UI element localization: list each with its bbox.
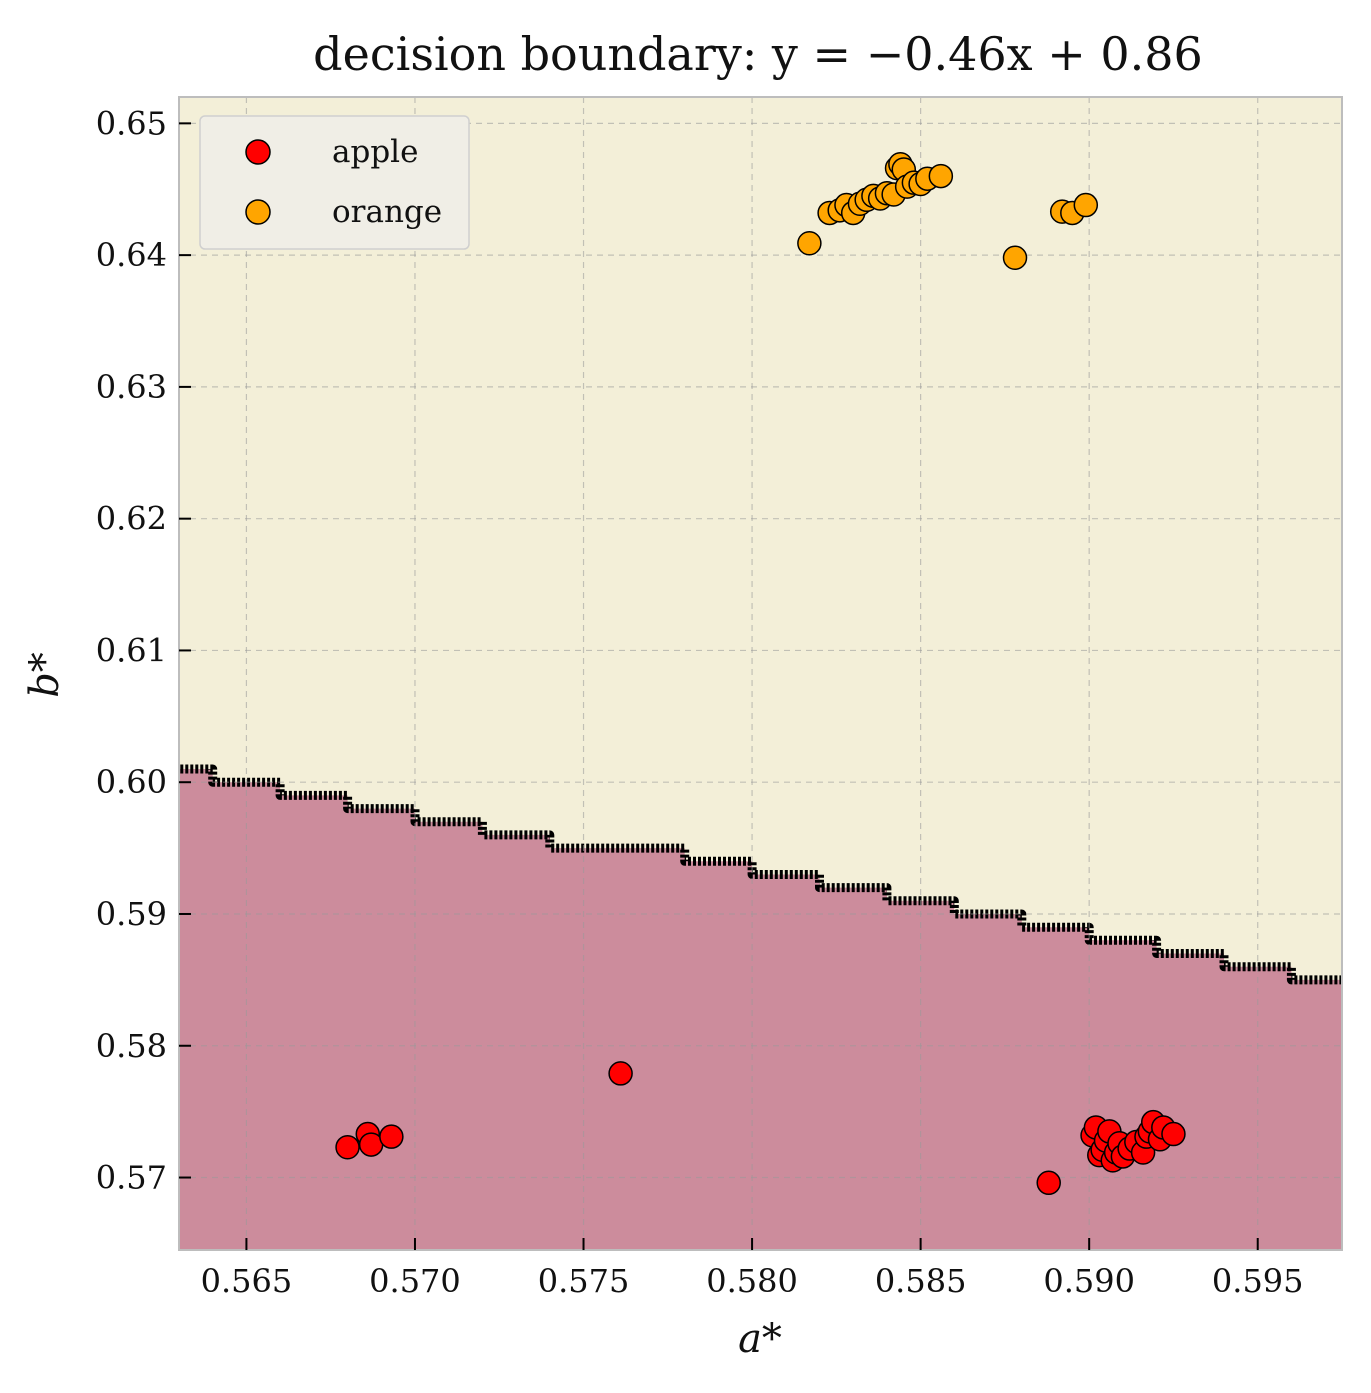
plot-frame [178, 96, 1343, 1251]
y-tick-label: 0.57 [96, 1159, 167, 1197]
y-tick-label: 0.58 [96, 1027, 167, 1065]
y-tick-label: 0.65 [96, 104, 167, 142]
legend-marker-apple [245, 139, 271, 165]
legend-label-orange: orange [332, 194, 442, 230]
x-axis-title: a* [738, 1316, 782, 1362]
point-orange [1073, 192, 1099, 218]
point-orange [1002, 245, 1028, 271]
x-tick-label: 0.575 [538, 1262, 630, 1300]
legend-label-apple: apple [332, 134, 418, 170]
point-apple [608, 1061, 633, 1086]
x-tick-label: 0.565 [201, 1262, 293, 1300]
y-tick-label: 0.64 [96, 236, 167, 274]
x-tick-label: 0.580 [706, 1262, 798, 1300]
boundary-line [179, 764, 1342, 985]
point-apple [1161, 1121, 1186, 1147]
y-tick-label: 0.60 [96, 763, 167, 801]
point-orange [797, 231, 822, 256]
legend: apple orange [199, 115, 470, 250]
y-tick-label: 0.63 [96, 368, 167, 406]
plot-area [179, 97, 1342, 1250]
point-orange [928, 163, 954, 189]
x-tick-label: 0.590 [1043, 1262, 1135, 1300]
point-apple [335, 1134, 360, 1160]
region-apple [179, 769, 1342, 1250]
x-tick-label: 0.570 [369, 1262, 461, 1300]
y-tick-label: 0.61 [96, 631, 167, 669]
x-tick-label: 0.595 [1212, 1262, 1304, 1300]
y-tick-label: 0.62 [96, 500, 167, 538]
y-tick-label: 0.59 [96, 895, 167, 933]
point-apple [379, 1124, 404, 1149]
axis-ticks: 0.565 0.570 0.575 0.580 0.585 0.590 0.595 0.57 0… [96, 104, 1304, 1300]
legend-marker-orange [245, 199, 271, 225]
y-axis-title: b* [22, 652, 68, 698]
point-apple [1036, 1170, 1061, 1196]
chart-title: decision boundary: y = −0.46x + 0.86 [313, 27, 1203, 81]
x-tick-label: 0.585 [875, 1262, 967, 1300]
